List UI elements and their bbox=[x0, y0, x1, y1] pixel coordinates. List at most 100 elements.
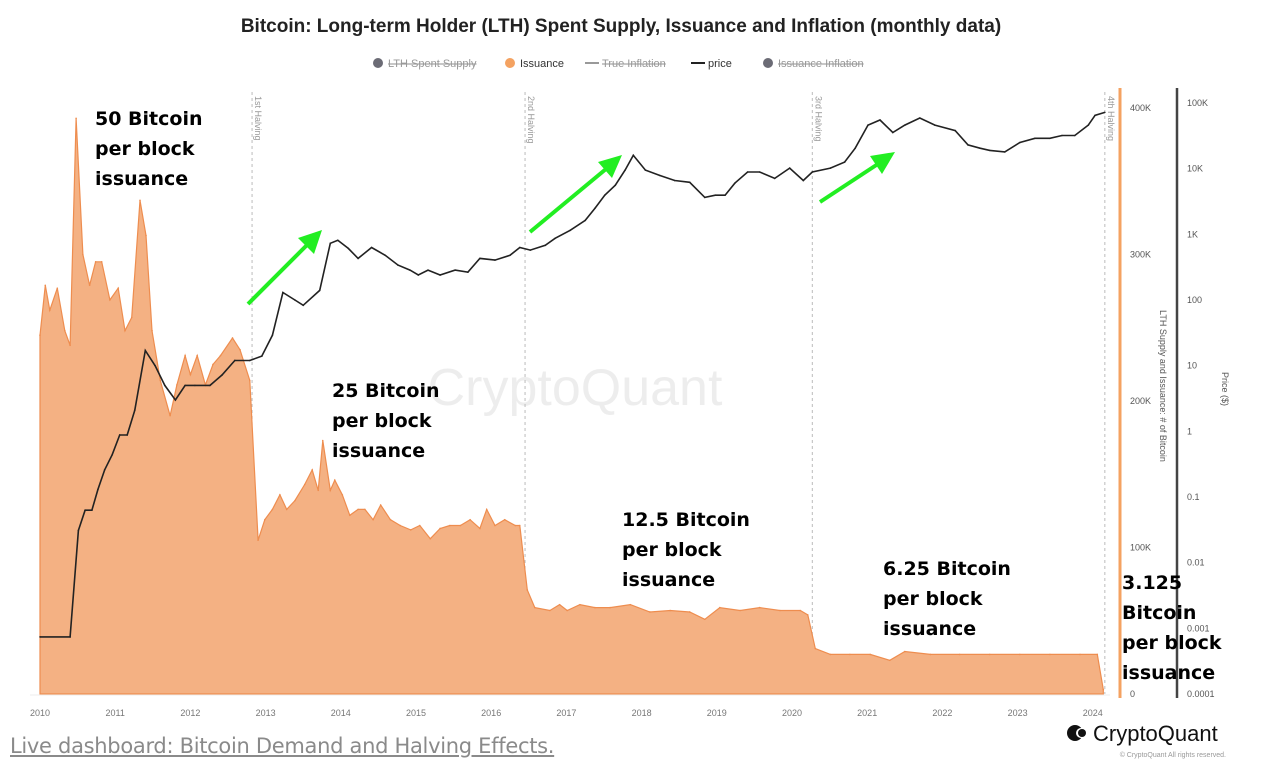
issuance-point bbox=[379, 504, 382, 506]
price-point bbox=[439, 274, 441, 276]
issuance-point bbox=[139, 199, 141, 202]
issuance-point bbox=[929, 653, 932, 656]
price-point bbox=[934, 124, 936, 126]
issuance-point bbox=[44, 284, 47, 287]
brand-logo: CryptoQuant © CryptoQuant All rights res… bbox=[1067, 721, 1226, 759]
issuance-point bbox=[159, 379, 162, 382]
price-point bbox=[133, 409, 136, 411]
price-point bbox=[494, 259, 496, 261]
price-point bbox=[69, 636, 71, 638]
issuance-point bbox=[526, 589, 529, 591]
issuance-point bbox=[439, 527, 441, 530]
price-point bbox=[370, 246, 373, 249]
issuance-point bbox=[719, 606, 721, 609]
halving-label-4: 4th Halving bbox=[1106, 96, 1116, 141]
issuance-point bbox=[196, 354, 198, 357]
price-point bbox=[811, 171, 814, 173]
price-point bbox=[111, 453, 113, 456]
issuance-point bbox=[566, 609, 568, 612]
price-point bbox=[1104, 111, 1106, 114]
price-point bbox=[703, 196, 706, 199]
issuance-point bbox=[1049, 653, 1051, 656]
issuance-point bbox=[311, 469, 314, 471]
price-point bbox=[879, 119, 881, 121]
price-point bbox=[1034, 137, 1036, 140]
issuance-point bbox=[758, 606, 761, 609]
price-point bbox=[249, 359, 251, 362]
dashboard-link[interactable]: Live dashboard: Bitcoin Demand and Halvi… bbox=[10, 734, 555, 758]
price-point bbox=[967, 144, 969, 146]
price-axis-title: Price ($) bbox=[1220, 372, 1230, 406]
issuance-point bbox=[494, 524, 496, 527]
issuance-point bbox=[418, 524, 421, 527]
issuance-point bbox=[364, 508, 366, 511]
x-tick-label: 2015 bbox=[406, 708, 426, 718]
issuance-point bbox=[329, 489, 332, 492]
issuance-point bbox=[814, 647, 817, 650]
issuance-point bbox=[294, 499, 296, 502]
annotation-50: 50 Bitcoin per block issuance bbox=[95, 108, 203, 190]
legend-item-issuance-inflation[interactable]: Issuance Inflation bbox=[763, 58, 864, 70]
price-point bbox=[97, 488, 99, 491]
arrow-2 bbox=[528, 162, 614, 234]
left-axis-tick-label: 300K bbox=[1130, 250, 1151, 260]
issuance-point bbox=[649, 611, 651, 613]
price-point bbox=[174, 399, 177, 401]
price-point bbox=[614, 184, 617, 187]
issuance-point bbox=[271, 508, 274, 511]
issuance-point bbox=[88, 284, 91, 287]
price-point bbox=[194, 384, 196, 387]
issuance-point bbox=[372, 518, 374, 521]
issuance-point bbox=[176, 384, 178, 386]
price-point bbox=[454, 269, 456, 271]
issuance-point bbox=[279, 493, 281, 496]
price-point bbox=[318, 289, 321, 292]
x-tick-label: 2019 bbox=[707, 708, 727, 718]
price-point bbox=[1094, 114, 1096, 117]
price-point bbox=[632, 154, 635, 157]
price-point bbox=[479, 257, 481, 260]
price-point bbox=[509, 254, 511, 257]
x-tick-label: 2012 bbox=[180, 708, 200, 718]
price-point bbox=[126, 434, 129, 436]
issuance-point bbox=[341, 493, 344, 496]
price-point bbox=[594, 207, 596, 210]
issuance-point bbox=[518, 524, 521, 527]
issuance-point bbox=[100, 261, 103, 263]
price-point bbox=[829, 167, 832, 169]
copyright: © CryptoQuant All rights reserved. bbox=[1120, 751, 1226, 759]
issuance-point bbox=[257, 539, 259, 541]
legend-item-issuance[interactable]: Issuance bbox=[505, 58, 564, 70]
issuance-point bbox=[212, 363, 214, 366]
price-point bbox=[644, 169, 647, 171]
chart-title: Bitcoin: Long-term Holder (LTH) Spent Su… bbox=[241, 16, 1001, 37]
price-point bbox=[118, 434, 121, 436]
x-tick-label: 2011 bbox=[106, 708, 125, 718]
issuance-point bbox=[349, 514, 351, 517]
price-point bbox=[77, 529, 80, 532]
price-point bbox=[891, 131, 894, 134]
issuance-point bbox=[609, 606, 611, 609]
price-point bbox=[1049, 137, 1051, 140]
issuance-point bbox=[56, 287, 59, 289]
halving-label-1: 1st Halving bbox=[253, 96, 263, 141]
issuance-point bbox=[130, 316, 133, 319]
price-point bbox=[103, 468, 106, 471]
legend-item-price[interactable]: price bbox=[691, 58, 732, 70]
legend-item-true-inflation[interactable]: True Inflation bbox=[585, 58, 666, 70]
issuance-point bbox=[1079, 653, 1081, 656]
x-tick-label: 2023 bbox=[1008, 708, 1028, 718]
issuance-point bbox=[333, 479, 336, 481]
issuance-point bbox=[48, 309, 51, 311]
issuance-point bbox=[469, 518, 471, 521]
issuance-point bbox=[503, 518, 506, 521]
issuance-point bbox=[779, 609, 781, 612]
price-point bbox=[294, 299, 296, 301]
price-point bbox=[154, 364, 156, 367]
price-axis-tick-label: 100 bbox=[1187, 295, 1202, 305]
issuance-point bbox=[75, 117, 77, 120]
legend-item-lth-spent-supply[interactable]: LTH Spent Supply bbox=[373, 58, 477, 70]
issuance-point bbox=[124, 329, 126, 332]
price-point bbox=[1004, 151, 1006, 153]
price-point bbox=[91, 509, 93, 511]
